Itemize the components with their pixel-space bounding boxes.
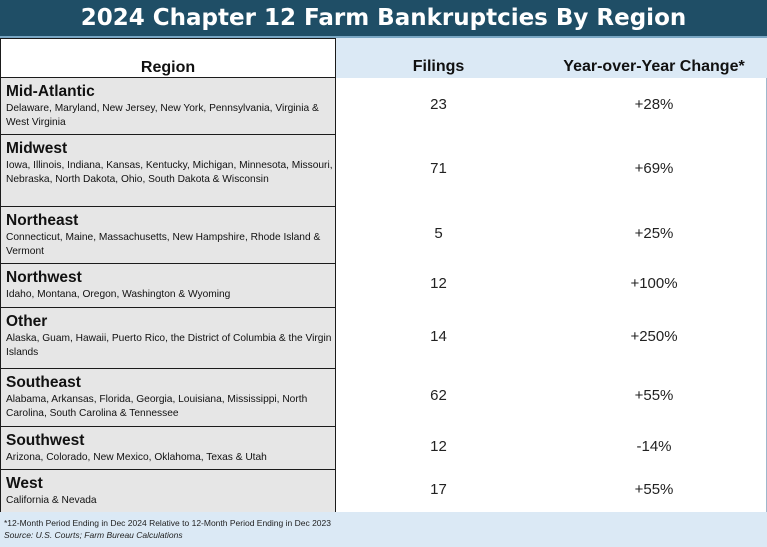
region-name: Mid-Atlantic (6, 83, 95, 100)
region-states: Iowa, Illinois, Indiana, Kansas, Kentuck… (6, 160, 333, 185)
region-name: West (6, 475, 43, 492)
filings-value: 5 (434, 225, 443, 242)
region-cell: Southwest Arizona, Colorado, New Mexico, … (0, 427, 336, 470)
filings-value: 62 (430, 387, 447, 404)
column-header-change: Year-over-Year Change* (563, 58, 745, 75)
filings-value: 17 (430, 481, 447, 498)
change-value: +55% (634, 387, 674, 404)
filings-value: 12 (430, 438, 447, 455)
region-cell: Northwest Idaho, Montana, Oregon, Washing… (0, 264, 336, 308)
region-cell: Midwest Iowa, Illinois, Indiana, Kansas, … (0, 135, 336, 207)
source-note: Source: U.S. Courts; Farm Bureau Calcula… (4, 530, 183, 540)
column-header-filings: Filings (412, 58, 465, 75)
region-name: Southwest (6, 432, 85, 449)
value-cell-bg (336, 369, 767, 427)
region-name: Midwest (6, 140, 68, 157)
region-states: Delaware, Maryland, New Jersey, New York… (6, 103, 319, 128)
value-cell-bg (336, 427, 767, 470)
value-cell-bg (336, 264, 767, 308)
table-row: Mid-Atlantic Delaware, Maryland, New Jers… (0, 78, 767, 135)
change-value: +55% (634, 481, 674, 498)
region-states: Arizona, Colorado, New Mexico, Oklahoma,… (6, 452, 267, 463)
filings-value: 14 (430, 328, 447, 345)
table-row: Midwest Iowa, Illinois, Indiana, Kansas, … (0, 135, 767, 207)
region-states: Alaska, Guam, Hawaii, Puerto Rico, the D… (6, 333, 332, 358)
table-row: Southeast Alabama, Arkansas, Florida, Geo… (0, 369, 767, 427)
region-name: Northwest (6, 269, 82, 286)
table-row: Other Alaska, Guam, Hawaii, Puerto Rico, … (0, 308, 767, 369)
filings-value: 23 (430, 96, 447, 113)
filings-value: 71 (430, 160, 447, 177)
region-name: Northeast (6, 212, 79, 229)
table-row: West California & Nevada 17 +55% (0, 470, 767, 514)
region-name: Other (6, 313, 48, 330)
chart-title: 2024 Chapter 12 Farm Bankruptcies By Reg… (0, 0, 767, 38)
column-header-region: Region (0, 38, 336, 78)
table-row: Northeast Connecticut, Maine, Massachuset… (0, 207, 767, 264)
region-states: Idaho, Montana, Oregon, Washington & Wyo… (6, 289, 231, 300)
region-cell: Southeast Alabama, Arkansas, Florida, Geo… (0, 369, 336, 427)
value-cell-bg (336, 470, 767, 514)
region-name: Southeast (6, 374, 81, 391)
table-row: Southwest Arizona, Colorado, New Mexico, … (0, 427, 767, 470)
value-cell-bg (336, 308, 767, 369)
value-cell-bg (336, 135, 767, 207)
region-cell: Northeast Connecticut, Maine, Massachuset… (0, 207, 336, 264)
region-cell: Mid-Atlantic Delaware, Maryland, New Jers… (0, 78, 336, 135)
region-states: Connecticut, Maine, Massachusetts, New H… (6, 232, 321, 257)
footnote: *12-Month Period Ending in Dec 2024 Rela… (4, 518, 331, 528)
change-value: +28% (634, 96, 674, 113)
change-value: +250% (630, 328, 678, 345)
table-footer: *12-Month Period Ending in Dec 2024 Rela… (0, 512, 767, 547)
change-value: -14% (636, 438, 672, 455)
region-states: Alabama, Arkansas, Florida, Georgia, Lou… (6, 394, 308, 419)
change-value: +25% (634, 225, 674, 242)
change-value: +69% (634, 160, 674, 177)
value-cell-bg (336, 78, 767, 135)
region-states: California & Nevada (6, 495, 97, 506)
region-cell: Other Alaska, Guam, Hawaii, Puerto Rico, … (0, 308, 336, 369)
value-cell-bg (336, 207, 767, 264)
table-header: Region Filings Year-over-Year Change* (0, 38, 767, 78)
change-value: +100% (630, 275, 678, 292)
table-row: Northwest Idaho, Montana, Oregon, Washing… (0, 264, 767, 308)
filings-value: 12 (430, 275, 447, 292)
region-cell: West California & Nevada (0, 470, 336, 514)
